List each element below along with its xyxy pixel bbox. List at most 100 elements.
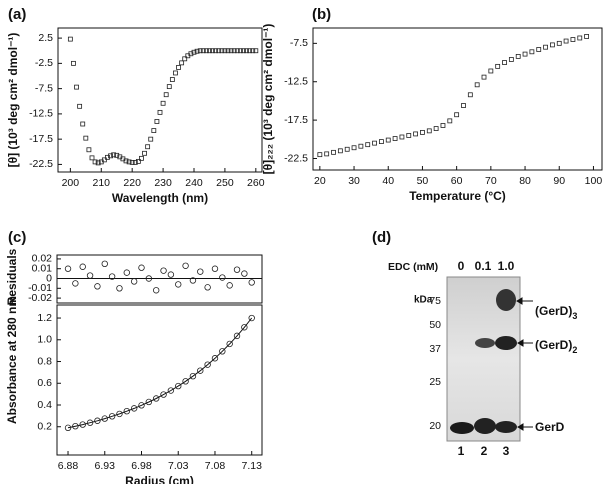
data-point [139,155,144,161]
y-tick-label: -12.5 [29,108,53,120]
data-point [502,60,507,65]
data-point [151,128,157,133]
data-point [167,387,175,394]
data-point [179,60,185,66]
data-point [570,37,576,42]
data-point [233,266,241,273]
data-point [577,35,583,41]
data-point [244,48,249,54]
panel-label: (a) [8,6,26,23]
data-point [241,270,248,277]
data-point [372,140,377,146]
data-point [226,282,233,289]
x-tick-label: 60 [451,175,463,187]
lane-label: 0 [458,259,465,273]
data-point [166,84,172,90]
data-point [130,405,138,412]
data-point [64,424,72,432]
data-point [488,68,494,74]
data-point [250,48,256,54]
data-point [89,155,95,161]
data-point [358,143,364,149]
y-tick-label: -22.5 [284,152,308,164]
lane-number: 3 [503,444,510,458]
data-point [160,391,167,398]
x-tick-label: 70 [485,175,497,187]
data-point [197,268,204,275]
x-tick-label: 6.88 [58,460,79,472]
data-point [182,378,189,385]
data-point [237,48,243,54]
data-point [135,158,141,164]
y-tick-label: -17.5 [29,133,53,145]
data-point [495,63,501,69]
data-point [189,372,197,380]
data-point [71,60,76,66]
lane-label: 1.0 [498,259,515,273]
data-point [95,160,101,166]
data-point [130,278,138,285]
data-point [337,148,343,154]
data-point [467,92,473,98]
data-point [182,262,189,269]
data-point [203,48,209,54]
data-point [447,118,453,124]
data-point [440,123,446,128]
data-point [132,159,138,165]
y-axis-label: Absorbance at 280 nm [5,296,19,424]
x-tick-label: 100 [585,175,603,187]
data-point [200,48,206,54]
x-tick-label: 90 [553,175,565,187]
gel-panel: (d) EDC (mM) 0 0.1 1.0 kDa 75 50 37 25 2… [372,229,577,458]
data-point [123,158,129,164]
data-point [142,150,147,156]
marker-label: 50 [429,319,441,331]
data-point [197,48,203,54]
data-point [550,42,555,48]
gel-band [474,418,496,434]
marker-label: 25 [429,376,441,388]
y-tick-label: 0 [46,272,52,284]
data-point [385,137,391,143]
y-tick-label: -0.01 [28,282,52,294]
data-point [94,417,101,424]
x-tick-label: 30 [348,175,360,187]
data-point [204,284,211,291]
data-point [563,38,569,44]
x-tick-label: 20 [314,175,326,187]
data-point [248,279,255,286]
data-point [160,267,167,274]
data-point [399,134,405,140]
data-point [152,287,160,294]
y-tick-label: -22.5 [29,158,53,170]
x-tick-label: 250 [216,177,234,189]
x-tick-label: 50 [417,175,429,187]
x-axis-label: Radius (cm) [125,474,194,484]
plot-frame [56,304,263,456]
data-point [216,48,222,54]
data-point [86,272,94,279]
data-point [67,36,73,42]
data-point [233,332,241,340]
data-point [234,48,240,54]
x-tick-label: 7.03 [168,460,189,472]
x-tick-label: 7.08 [205,460,226,472]
data-point [454,112,460,118]
arrows [516,297,533,431]
y-tick-label: -7.5 [290,37,308,49]
data-point [182,56,188,62]
x-tick-label: 6.93 [95,460,116,472]
marker-label: 37 [429,343,441,355]
data-point [231,48,237,54]
y-tick-label: 0.6 [37,377,52,389]
data-point [207,48,212,54]
data-point [80,121,86,127]
data-point [154,119,160,124]
data-point [111,152,117,158]
data-point [248,314,255,322]
data-point [241,324,248,331]
data-point [536,47,542,52]
data-point [108,153,113,159]
